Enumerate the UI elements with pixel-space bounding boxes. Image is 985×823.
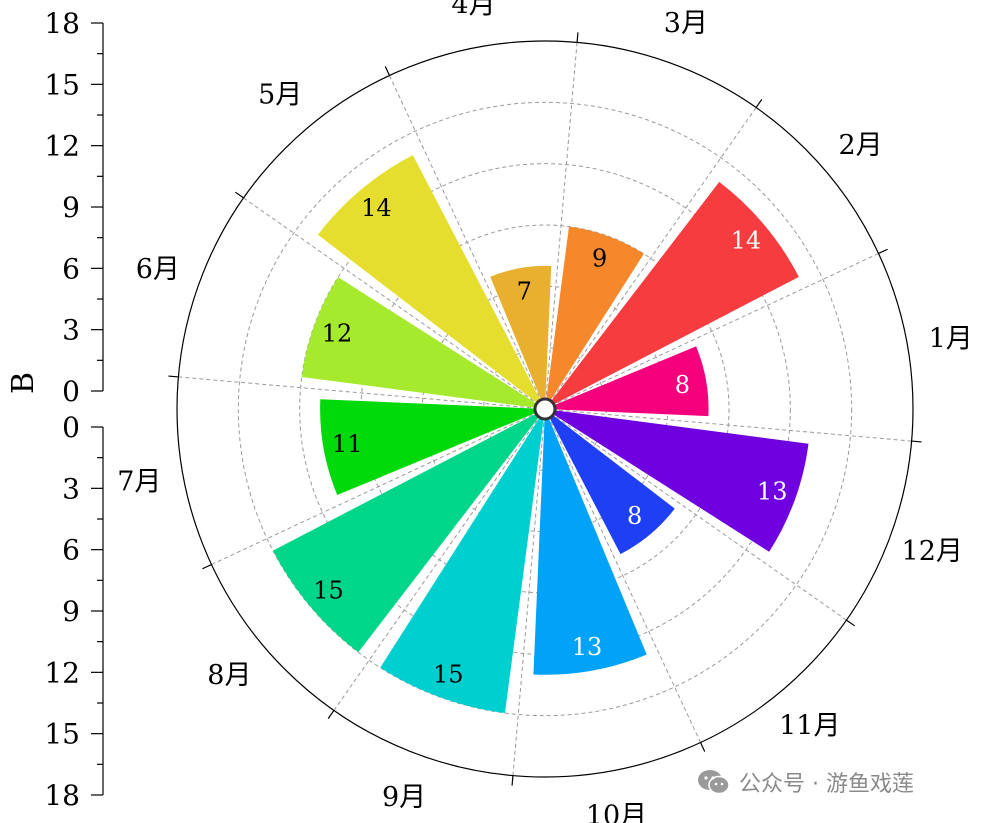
bar-sector (545, 346, 709, 417)
month-label: 12月 (902, 536, 963, 567)
grid-spoke (512, 408, 546, 776)
bar-sector (533, 409, 647, 675)
grid-spoke (544, 408, 847, 621)
tick-label: 6 (62, 252, 80, 285)
grid-spoke (178, 376, 546, 410)
month-label: 9月 (382, 782, 426, 813)
tick-label: 9 (62, 191, 80, 224)
tick-label: 18 (44, 779, 80, 812)
tick-label: 6 (62, 534, 80, 567)
grid-spoke (544, 408, 912, 442)
tick-label: 12 (44, 656, 80, 689)
outer-tick (846, 619, 855, 627)
bar-sector (490, 265, 552, 409)
grid-spoke (211, 408, 546, 565)
month-label: 6月 (136, 254, 180, 285)
month-label: 2月 (839, 130, 883, 161)
watermark: 公众号 · 游鱼戏莲 (697, 766, 914, 798)
outer-tick (511, 775, 514, 786)
outer-tick (235, 191, 244, 199)
month-label: 1月 (929, 324, 973, 355)
bar-sector (272, 409, 545, 653)
wechat-icon (698, 770, 730, 795)
outer-tick (168, 375, 179, 378)
tick-label: 3 (62, 472, 80, 505)
tick-label: 15 (44, 718, 80, 751)
bar-sector (320, 399, 545, 496)
month-label: 3月 (664, 8, 708, 39)
bar-sector (317, 155, 545, 409)
value-labels: 8 14 9 7 14 12 11 15 15 13 8 13 (313, 194, 787, 688)
month-label: 4月 (451, 0, 495, 20)
radial-axis: 00 3 3 6 6 9 9 12 12 15 15 18 18 (44, 7, 104, 812)
center-marker (533, 397, 557, 421)
grid-spoke (544, 107, 757, 410)
month-label: 7月 (117, 467, 161, 498)
tick-label: 15 (44, 68, 80, 101)
tick-label: 0 (62, 411, 80, 444)
outer-tick (384, 66, 391, 76)
outer-circle (176, 40, 914, 778)
outer-tick (755, 99, 763, 108)
outer-tick (699, 742, 706, 752)
bar-sector (545, 409, 675, 555)
grid-spoke (333, 408, 546, 711)
grid-spoke (243, 197, 546, 410)
value-label: 14 (731, 226, 762, 254)
outer-tick (202, 563, 212, 570)
outer-tick (911, 440, 922, 443)
tick-label: 18 (44, 7, 80, 40)
axis-title: B (6, 372, 41, 394)
value-label: 12 (322, 319, 353, 347)
value-label: 13 (757, 478, 788, 506)
value-label: 15 (313, 577, 344, 605)
value-label: 8 (627, 502, 642, 530)
tick-label: 12 (44, 130, 80, 163)
month-label: 11月 (779, 711, 840, 742)
month-labels: 1月 2月 3月 4月 5月 6月 7月 8月 9月 10月 11月 12月 (117, 0, 973, 823)
tick-label: 3 (62, 314, 80, 347)
bar-sectors (272, 155, 809, 714)
bar-sector (545, 409, 809, 552)
value-label: 15 (433, 661, 464, 689)
bar-sector (545, 181, 799, 409)
grid-spoke (544, 408, 701, 743)
outer-tick (576, 32, 579, 43)
grid-spoke (544, 253, 879, 410)
month-label: 10月 (586, 801, 647, 823)
grid-spoke (389, 75, 546, 410)
outer-tick (878, 248, 888, 255)
value-label: 8 (675, 371, 690, 399)
value-label: 13 (572, 633, 603, 661)
value-label: 14 (361, 194, 392, 222)
grid-circle (237, 101, 853, 717)
grid-spoke (544, 42, 578, 410)
bar-sector (301, 277, 545, 409)
watermark-text: 公众号 · 游鱼戏莲 (739, 772, 914, 797)
value-label: 9 (592, 245, 607, 273)
bar-sector (380, 409, 545, 714)
tick-label: 0 (62, 375, 80, 408)
tick-label: 9 (62, 595, 80, 628)
outer-tick (327, 710, 335, 719)
month-label: 5月 (258, 79, 302, 110)
month-label: 8月 (207, 660, 251, 691)
bar-sector (545, 226, 644, 409)
value-label: 11 (332, 430, 363, 458)
value-label: 7 (517, 278, 532, 306)
